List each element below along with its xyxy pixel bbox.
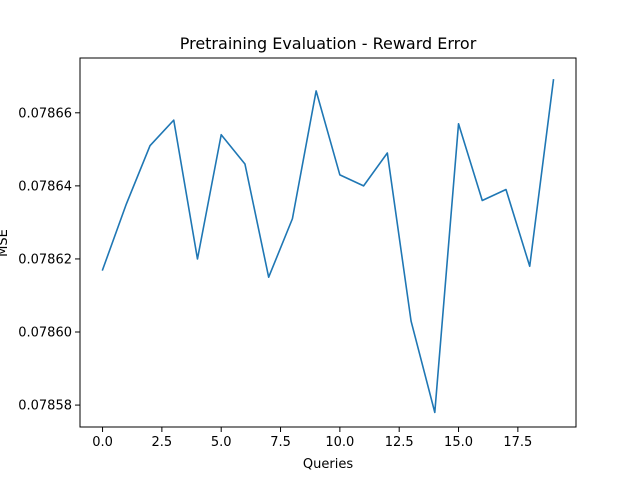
y-tick-label: 0.07862	[18, 252, 72, 267]
x-tick-label: 7.5	[270, 435, 291, 450]
y-axis-label: MSE	[0, 229, 11, 257]
series-line	[101, 79, 555, 414]
chart-title: Pretraining Evaluation - Reward Error	[180, 34, 477, 53]
x-tick-label: 15.0	[444, 435, 473, 450]
y-axis: 0.07858 0.07860 0.07862 0.07864 0.07866	[18, 106, 80, 414]
y-tick-label: 0.07860	[18, 326, 72, 341]
y-tick-label: 0.07864	[18, 179, 72, 194]
x-tick-label: 2.5	[152, 435, 173, 450]
x-tick-label: 0.0	[92, 435, 113, 450]
axes-frame	[79, 57, 577, 428]
x-axis: 0.0 2.5 5.0 7.5 10.0 12.5 15.0 17.5	[92, 427, 532, 450]
x-tick-label: 12.5	[385, 435, 414, 450]
x-tick-label: 17.5	[503, 435, 532, 450]
plot-area	[101, 79, 555, 414]
y-tick-label: 0.07858	[18, 399, 72, 414]
x-tick-label: 5.0	[211, 435, 232, 450]
x-tick-label: 10.0	[325, 435, 354, 450]
y-tick-label: 0.07866	[18, 106, 72, 121]
x-axis-label: Queries	[303, 457, 353, 472]
